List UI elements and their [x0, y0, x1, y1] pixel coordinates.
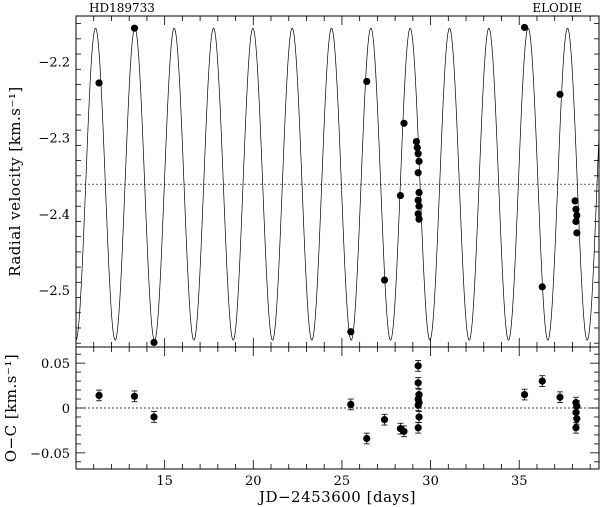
rv-data-point: [414, 210, 422, 218]
oc-data-point: [95, 391, 103, 400]
rv-data-point: [572, 205, 580, 213]
oc-data-point: [363, 434, 371, 443]
rv-data-point: [572, 217, 580, 226]
y-tick-label: −2.2: [38, 56, 70, 71]
y-tick-label: −2.4: [38, 208, 70, 223]
oc-axis-ticks: 15 20 25 30 35 −0.05 0 0.05: [30, 347, 599, 489]
oc-data-point: [150, 413, 158, 421]
rv-data-point: [520, 23, 529, 32]
rv-axis-ticks: −2.5 −2.4 −2.3 −2.2: [38, 16, 599, 347]
oc-data-point: [573, 402, 581, 410]
oc-data-point: [380, 416, 389, 424]
rv-model-curve: [75, 27, 600, 341]
rv-data-point: [573, 211, 581, 219]
y-tick-label: −0.05: [30, 447, 70, 462]
rv-panel: −2.5 −2.4 −2.3 −2.2 Radial velocity [km.s⁻¹…: [6, 15, 600, 348]
rv-data-point: [413, 144, 421, 152]
x-tick-label: 35: [511, 474, 528, 489]
oc-data-points: [95, 360, 581, 445]
oc-data-point: [414, 424, 422, 432]
rv-data-point: [415, 188, 423, 197]
rv-data-point: [363, 77, 371, 86]
oc-data-point: [414, 401, 422, 409]
x-tick-label: 25: [334, 474, 351, 489]
rv-data-point: [380, 276, 389, 284]
rv-data-point: [412, 137, 420, 146]
oc-data-point: [573, 415, 581, 423]
oc-data-point: [415, 413, 423, 421]
x-tick-label: 20: [245, 474, 262, 489]
y-tick-label: −2.3: [38, 132, 70, 147]
oc-data-point: [130, 392, 139, 400]
rv-plot-frame: [75, 15, 600, 348]
rv-model-path: [75, 27, 600, 341]
rv-data-point: [573, 229, 581, 237]
rv-data-point: [414, 150, 422, 158]
rv-data-point: [415, 215, 423, 223]
rv-data-point: [396, 191, 405, 200]
oc-data-point: [400, 427, 408, 435]
rv-data-point: [414, 169, 422, 177]
rv-data-point: [130, 24, 139, 32]
oc-data-point: [347, 400, 355, 409]
rv-data-point: [571, 197, 579, 205]
oc-plot-frame: [75, 346, 600, 470]
oc-data-point: [414, 379, 422, 387]
rv-data-point: [414, 196, 422, 204]
y-tick-label: 0: [62, 402, 70, 417]
header-left-label: HD189733: [89, 1, 155, 15]
rv-data-points: [95, 23, 581, 347]
rv-data-point: [556, 90, 564, 98]
rv-data-point: [347, 328, 355, 336]
rv-data-point: [400, 119, 408, 127]
x-tick-label: 15: [156, 474, 173, 489]
oc-data-point: [572, 424, 580, 432]
oc-y-axis-label: O−C [km.s⁻¹]: [2, 354, 20, 463]
rv-data-point: [538, 283, 546, 291]
x-tick-label: 30: [422, 474, 439, 489]
oc-data-point: [556, 393, 564, 401]
rv-data-point: [95, 79, 103, 87]
rv-y-axis-label: Radial velocity [km.s⁻¹]: [6, 86, 24, 277]
y-tick-label: 0.05: [41, 357, 70, 372]
rv-data-point: [415, 202, 423, 210]
header-right-label: ELODIE: [532, 1, 582, 15]
y-tick-label: −2.5: [38, 284, 70, 299]
residual-panel: 15 20 25 30 35 −0.05 0 0.05 O−C [km.s⁻¹] JD−245…: [2, 346, 600, 506]
oc-data-point: [520, 390, 529, 399]
oc-data-point: [572, 408, 580, 417]
x-axis-label: JD−2453600 [days]: [257, 488, 416, 506]
oc-data-point: [414, 362, 422, 370]
rv-data-point: [415, 157, 423, 165]
oc-data-point: [538, 377, 546, 385]
rv-data-point: [150, 338, 158, 347]
